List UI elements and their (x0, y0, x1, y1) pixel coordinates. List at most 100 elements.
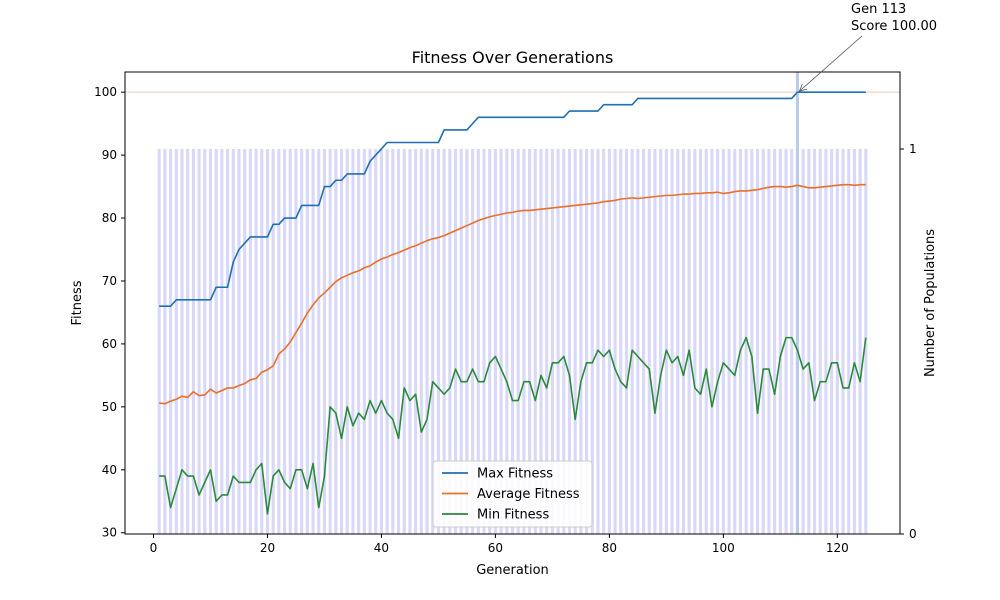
x-tick-label: 40 (374, 541, 389, 555)
population-bar (282, 149, 287, 534)
population-bar (847, 149, 851, 534)
series-lines (159, 91, 867, 515)
population-bar (374, 149, 378, 534)
population-bar (226, 149, 230, 534)
population-bar (220, 149, 224, 534)
population-bar (733, 149, 737, 534)
population-bar (613, 149, 617, 534)
population-bar (835, 149, 839, 534)
population-bar (562, 149, 566, 534)
population-bar (801, 149, 805, 534)
population-bar (602, 149, 606, 534)
population-bar (687, 149, 691, 534)
population-bar (174, 149, 178, 534)
population-bar (573, 149, 577, 534)
population-bar (744, 149, 748, 534)
legend-box (432, 460, 593, 528)
series-line-min-fitness (159, 336, 867, 515)
population-bar (681, 149, 686, 534)
population-bar (271, 149, 275, 534)
population-bar (157, 149, 161, 534)
y-tick-label: 70 (102, 274, 117, 288)
population-bar (197, 149, 201, 534)
annotation-generation: Gen 113 (851, 2, 906, 17)
population-bar (567, 149, 572, 534)
population-bar (721, 149, 725, 534)
population-bar (636, 149, 640, 534)
population-bar (396, 149, 401, 534)
population-bar (670, 149, 674, 534)
y-tick-label: 40 (102, 463, 117, 477)
population-bar (858, 149, 862, 534)
population-bar (402, 149, 406, 534)
x-axis-ticks: 0 20 40 60 80 100 120 (150, 534, 849, 555)
population-bar (533, 149, 537, 534)
population-bar (453, 149, 458, 534)
y-tick-label: 60 (102, 337, 117, 351)
population-bar (499, 149, 503, 534)
annotation-arrowhead (798, 83, 808, 92)
population-bar (163, 149, 167, 534)
population-bar (664, 149, 668, 534)
population-bar (476, 149, 480, 534)
population-bar (425, 149, 429, 534)
population-bar (630, 149, 634, 534)
x-tick-label: 120 (826, 541, 849, 555)
population-bar (505, 149, 509, 534)
population-bar (516, 149, 520, 534)
population-bar (436, 149, 440, 534)
population-bar (191, 149, 195, 534)
population-bar (408, 149, 412, 534)
population-bar (471, 149, 475, 534)
right-y-tick-label: 1 (909, 142, 917, 156)
population-bar (585, 149, 589, 534)
population-bar (755, 149, 760, 534)
population-bar (459, 149, 463, 534)
population-bar (778, 149, 782, 534)
population-bar (231, 149, 235, 534)
population-bar (590, 149, 594, 534)
population-bar (237, 149, 241, 534)
population-bar (328, 149, 332, 534)
population-bar (300, 149, 304, 534)
population-bar (203, 149, 207, 534)
legend-label-min-fitness: Min Fitness (477, 508, 549, 523)
population-bar (243, 149, 247, 534)
population-bar (727, 149, 731, 534)
population-bar (317, 149, 321, 534)
chart-title: Fitness Over Generations (412, 48, 614, 67)
population-bar (208, 149, 213, 534)
population-bar (488, 149, 492, 534)
population-bar (305, 149, 309, 534)
population-bar (710, 149, 714, 534)
x-tick-label: 100 (712, 541, 735, 555)
population-bar (841, 149, 845, 534)
y-tick-label: 80 (102, 211, 117, 225)
population-bar (812, 149, 817, 534)
population-bar (698, 149, 703, 534)
x-tick-label: 0 (150, 541, 158, 555)
population-bar (550, 149, 554, 534)
population-bar (362, 149, 366, 534)
population-bar (556, 149, 560, 534)
population-bar (465, 149, 469, 534)
population-bar (545, 149, 549, 534)
population-bar (761, 149, 765, 534)
population-bar (510, 149, 515, 534)
population-bar (260, 149, 264, 534)
population-bar (676, 149, 680, 534)
plot-frame (124, 71, 901, 535)
population-bar (334, 149, 338, 534)
highlight-bar (795, 72, 799, 534)
series-line-max-fitness (159, 91, 866, 307)
population-bar (345, 149, 349, 534)
population-bar (368, 149, 372, 534)
right-y-axis-ticks: 01 (900, 142, 917, 541)
population-bar (522, 149, 526, 534)
population-bar (277, 149, 281, 534)
population-bar (716, 149, 720, 534)
population-bar (659, 149, 663, 534)
population-bar (528, 149, 532, 534)
y-tick-label: 90 (102, 148, 117, 162)
population-bar (704, 149, 708, 534)
